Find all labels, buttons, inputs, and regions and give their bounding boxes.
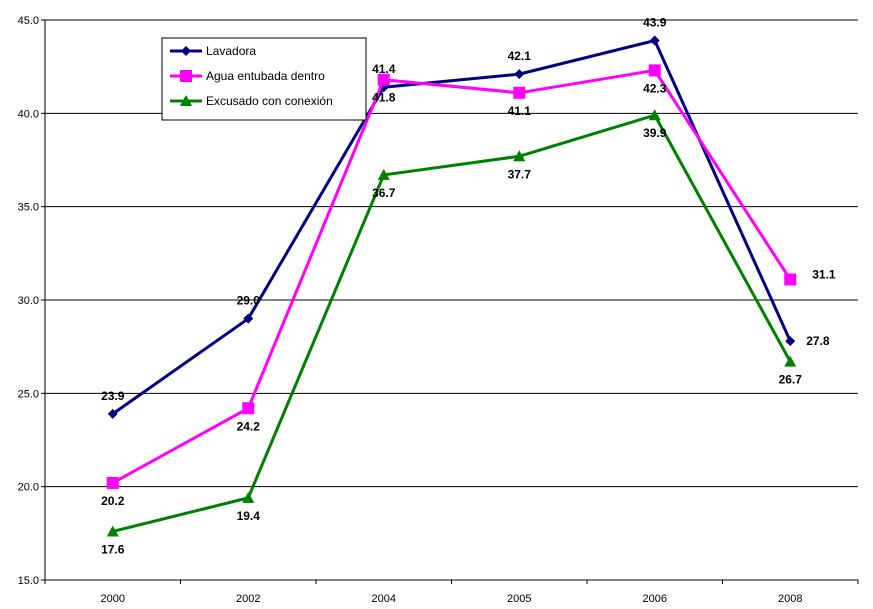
legend: Lavadora Agua entubada dentro Excusado con… — [161, 37, 367, 121]
data-point — [107, 408, 118, 419]
data-label: 17.6 — [101, 542, 125, 556]
data-point — [785, 336, 796, 347]
data-point — [242, 491, 255, 503]
data-point — [106, 525, 119, 537]
data-label: 43.9 — [643, 16, 667, 30]
data-label: 27.8 — [806, 334, 830, 348]
data-label: 19.4 — [237, 509, 261, 523]
data-label: 39.9 — [643, 126, 667, 140]
y-tick-label: 40.0 — [18, 108, 39, 120]
data-label: 31.1 — [812, 267, 836, 281]
data-point — [648, 109, 661, 121]
x-tick-label: 2006 — [643, 593, 667, 605]
x-tick-label: 2004 — [372, 593, 396, 605]
y-tick-label: 20.0 — [18, 482, 39, 494]
series-line-0 — [111, 39, 792, 416]
legend-label: Agua entubada dentro — [206, 69, 325, 83]
data-point — [243, 313, 254, 324]
x-tick-label: 2008 — [778, 593, 802, 605]
data-point — [784, 273, 797, 286]
y-tick-label: 30.0 — [18, 295, 39, 307]
data-label: 36.7 — [372, 186, 396, 200]
data-point — [377, 73, 390, 86]
data-label: 41.1 — [508, 104, 532, 118]
data-point — [648, 64, 661, 77]
series-lines — [106, 35, 797, 537]
x-tick-label: 2002 — [236, 593, 260, 605]
data-labels: 23.9 29.0 41.4 42.1 43.9 27.8 20.2 24.2 41.8 41.1… — [101, 16, 836, 557]
y-tick-label: 25.0 — [18, 388, 39, 400]
data-label: 26.7 — [779, 373, 803, 387]
data-label: 37.7 — [508, 167, 532, 181]
axes: 15.0 20.0 25.0 30.0 35.0 40.0 45.0 2000 2002 2004… — [18, 15, 859, 605]
legend-marker — [181, 46, 191, 56]
series-line-2 — [112, 113, 792, 533]
legend-label: Lavadora — [206, 44, 256, 58]
y-tick-label: 45.0 — [18, 15, 39, 27]
data-label: 23.9 — [101, 389, 125, 403]
data-point — [242, 402, 255, 415]
data-point — [649, 35, 660, 46]
data-label: 42.1 — [508, 49, 532, 63]
data-label: 41.8 — [372, 91, 396, 105]
data-point — [513, 86, 526, 99]
data-point — [513, 150, 526, 162]
legend-label: Excusado con conexión — [206, 94, 333, 108]
x-tick-label: 2000 — [101, 593, 125, 605]
data-point — [377, 168, 390, 180]
x-tick-label: 2005 — [507, 593, 531, 605]
data-point — [784, 355, 797, 367]
series-line-1 — [112, 68, 792, 485]
y-tick-label: 35.0 — [18, 202, 39, 214]
legend-marker — [180, 95, 192, 106]
data-label: 24.2 — [237, 419, 261, 433]
data-point — [106, 476, 119, 489]
data-point — [514, 69, 525, 80]
data-label: 41.4 — [372, 62, 396, 76]
y-tick-label: 15.0 — [18, 575, 39, 587]
data-label: 29.0 — [237, 294, 261, 308]
data-label: 42.3 — [643, 81, 667, 95]
legend-marker — [180, 70, 192, 82]
data-label: 20.2 — [101, 494, 125, 508]
